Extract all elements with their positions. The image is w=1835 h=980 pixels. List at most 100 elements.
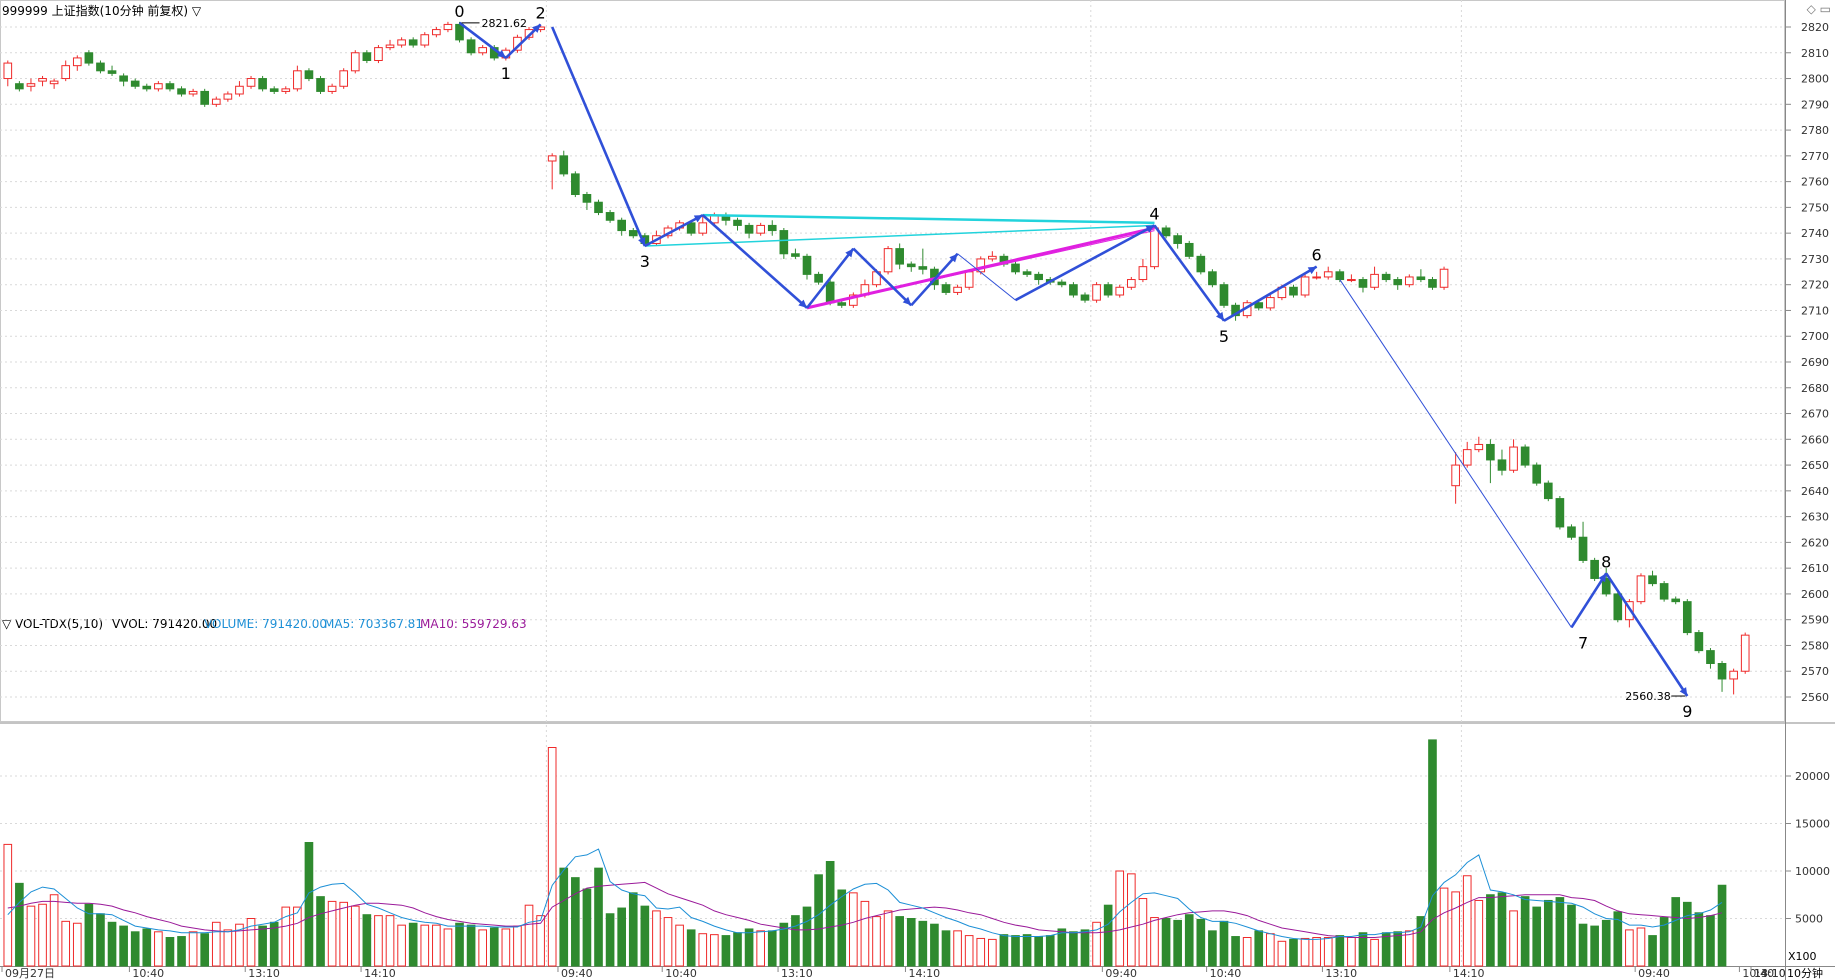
volume-bar bbox=[1092, 921, 1101, 967]
candle-body bbox=[1150, 227, 1159, 268]
chart-title[interactable]: 999999 上证指数(10分钟 前复权) ▽ bbox=[2, 4, 202, 18]
volume-indicator-name[interactable]: ▽ VOL-TDX(5,10) bbox=[2, 617, 104, 631]
volume-bar bbox=[1393, 931, 1403, 967]
volume-bar bbox=[1416, 916, 1426, 967]
volume-bar bbox=[339, 901, 349, 967]
volume-bar bbox=[1520, 896, 1530, 967]
price-tick-label: 2600 bbox=[1801, 588, 1829, 601]
vvol-readout: VVOL: 791420.00 bbox=[112, 617, 218, 631]
candle-body bbox=[767, 224, 777, 232]
candle-body bbox=[825, 281, 835, 304]
volume-bar bbox=[1057, 928, 1067, 967]
candle-body bbox=[1300, 276, 1310, 296]
candle-body bbox=[1601, 577, 1611, 595]
volume-bar bbox=[976, 937, 986, 967]
wave-label: 5 bbox=[1219, 327, 1229, 346]
volume-bar bbox=[686, 929, 696, 967]
volume-bar bbox=[1370, 938, 1379, 967]
time-tick-label: 09:40 bbox=[1105, 967, 1137, 980]
low-value-label: 2560.38 bbox=[1625, 690, 1671, 703]
period-label: 10分钟 bbox=[1787, 966, 1823, 980]
candle-body bbox=[1474, 443, 1484, 451]
volume-bar bbox=[1138, 898, 1148, 967]
price-tick-label: 2800 bbox=[1801, 73, 1829, 86]
volume-tick-label: 10000 bbox=[1795, 865, 1830, 878]
wave-line-thick bbox=[1605, 572, 1689, 697]
candle-body bbox=[883, 248, 893, 273]
candle-body bbox=[432, 29, 441, 36]
wave-line-thick bbox=[1223, 265, 1318, 322]
volume-bar bbox=[1486, 894, 1495, 967]
candle-body bbox=[1092, 284, 1101, 301]
volume-bar bbox=[258, 925, 267, 967]
candle-body bbox=[1208, 271, 1217, 286]
candle-body bbox=[362, 52, 372, 61]
candle-body bbox=[1694, 632, 1704, 652]
candle-body bbox=[1416, 276, 1426, 281]
wave-line-thick bbox=[701, 214, 808, 309]
volume-unit-label: X100 bbox=[1788, 950, 1817, 963]
candle-body bbox=[1103, 284, 1113, 296]
candle-body bbox=[466, 39, 476, 54]
time-tick-label: 14:10 bbox=[364, 967, 396, 980]
candle-body bbox=[478, 47, 488, 54]
candle-body bbox=[1370, 273, 1379, 288]
volume-bar bbox=[1347, 937, 1356, 967]
volume-bar bbox=[223, 929, 233, 967]
candle-body bbox=[1428, 279, 1437, 288]
candle-body bbox=[246, 78, 256, 87]
volume-bar bbox=[930, 923, 939, 967]
price-tick-label: 2670 bbox=[1801, 408, 1829, 421]
volume-bar bbox=[61, 920, 71, 967]
candle-body bbox=[350, 52, 360, 72]
candle-body bbox=[1555, 498, 1565, 528]
candle-body bbox=[1520, 446, 1530, 466]
volume-bar bbox=[1231, 936, 1240, 967]
volume-bar bbox=[293, 906, 302, 967]
candle-body bbox=[154, 83, 163, 90]
volume-bar bbox=[1358, 932, 1368, 967]
volume-bar bbox=[49, 894, 59, 967]
volume-bar bbox=[1532, 906, 1542, 967]
candle-body bbox=[1717, 663, 1727, 680]
volume-bar bbox=[663, 917, 673, 967]
candle-body bbox=[269, 88, 279, 92]
wave-arrowhead bbox=[532, 24, 541, 33]
volume-bar bbox=[1578, 923, 1588, 967]
candle-body bbox=[1022, 271, 1032, 275]
price-tick-label: 2650 bbox=[1801, 459, 1829, 472]
volume-bar bbox=[825, 861, 835, 967]
volume-bar bbox=[119, 925, 128, 967]
candle-body bbox=[1451, 464, 1460, 487]
volume-bar bbox=[130, 931, 140, 967]
wave-line bbox=[957, 253, 1016, 301]
candle-body bbox=[1509, 446, 1518, 471]
volume-bar bbox=[15, 882, 24, 967]
candle-body bbox=[1011, 263, 1020, 273]
window-control-icons[interactable]: ◇ ▭ bbox=[1806, 2, 1831, 16]
candle-body bbox=[420, 34, 430, 46]
volume-bar bbox=[895, 916, 904, 967]
volume-bar bbox=[1613, 911, 1623, 967]
candle-body bbox=[177, 88, 186, 95]
candle-body bbox=[1393, 279, 1403, 286]
wave-label: 9 bbox=[1682, 702, 1692, 721]
volume-bar bbox=[1219, 920, 1229, 967]
volume-bar bbox=[489, 927, 499, 967]
price-tick-label: 2780 bbox=[1801, 124, 1829, 137]
volume-tick-label: 5000 bbox=[1795, 913, 1823, 926]
candle-body bbox=[200, 90, 210, 105]
volume-bar bbox=[536, 915, 545, 967]
wave-arrowhead bbox=[1679, 687, 1688, 696]
volume-bar bbox=[3, 843, 13, 967]
volume-bar bbox=[710, 934, 719, 967]
wave-arrowhead bbox=[693, 215, 703, 223]
wave-line-thick bbox=[1570, 572, 1608, 629]
volume-bar bbox=[397, 924, 406, 967]
volume-bar bbox=[779, 922, 789, 967]
volume-bar bbox=[1717, 884, 1727, 967]
candle-body bbox=[906, 263, 916, 268]
volume-bar bbox=[1161, 918, 1171, 967]
candle-body bbox=[1439, 268, 1449, 288]
